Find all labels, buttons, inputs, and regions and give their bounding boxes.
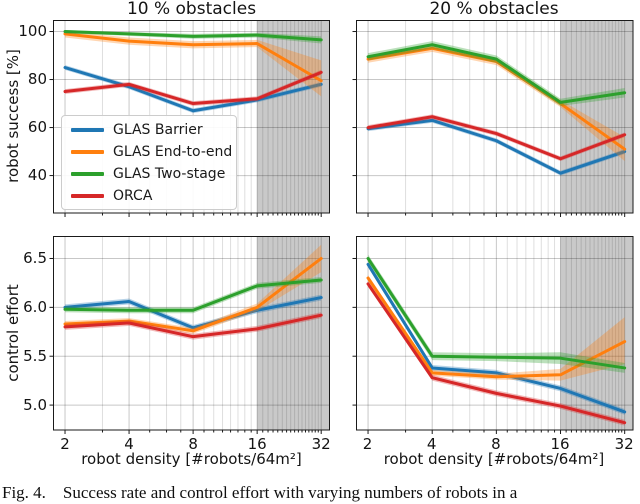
- confidence-band-glas-two-stage: [367, 40, 625, 106]
- series-line-glas-two-stage: [63, 29, 323, 41]
- x-tick-label: 2: [60, 434, 70, 453]
- x-tick-label: 4: [124, 434, 134, 453]
- x-tick-label: 8: [188, 434, 198, 453]
- plot-title-left: 10 % obstacles: [126, 0, 257, 19]
- series-line-orca: [366, 282, 626, 425]
- series-line-glas-end-to-end: [63, 31, 323, 82]
- legend-line-swatch: [71, 128, 104, 132]
- x-tick-label: 16: [550, 434, 570, 453]
- x-axis-label-left: robot density [#robots/64m²]: [81, 450, 302, 468]
- confidence-band-glas-end-to-end: [367, 275, 625, 381]
- high-density-shaded-region: [257, 236, 330, 431]
- y-tick-label: 100: [18, 22, 47, 41]
- subplot-success-10pct: [49, 19, 330, 217]
- series-line-glas-barrier: [366, 262, 626, 414]
- axes-spines: [53, 19, 330, 213]
- legend-item-glas-end-to-end: GLAS End-to-end: [62, 141, 236, 163]
- y-tick-label: 6.0: [23, 298, 47, 317]
- series-line-glas-two-stage: [366, 42, 626, 104]
- legend-line-swatch: [71, 150, 104, 154]
- x-tick-label: 2: [362, 434, 373, 453]
- legend-item-orca: ORCA: [62, 185, 236, 207]
- high-density-shaded-region: [560, 19, 633, 213]
- confidence-band-glas-end-to-end: [367, 44, 625, 161]
- series-line-glas-barrier: [63, 65, 323, 112]
- series-line-glas-end-to-end: [366, 276, 626, 379]
- legend-item-glas-barrier: GLAS Barrier: [62, 119, 236, 141]
- legend-label: GLAS End-to-end: [113, 144, 233, 160]
- axes-spines: [355, 19, 633, 213]
- x-axis-label-right: robot density [#robots/64m²]: [383, 450, 605, 468]
- series-line-glas-two-stage: [63, 278, 323, 312]
- subplot-effort-20pct: [352, 236, 633, 434]
- series-line-glas-end-to-end: [63, 256, 323, 333]
- y-tick-label: 5.5: [23, 347, 47, 366]
- x-tick-label: 4: [426, 434, 437, 453]
- y-axis-label-effort: control effort: [4, 284, 22, 382]
- series-line-glas-barrier: [63, 296, 323, 330]
- axes-spines: [53, 236, 330, 431]
- y-tick-label: 5.0: [23, 396, 47, 415]
- confidence-band-glas-barrier: [65, 294, 322, 331]
- axes-spines: [355, 236, 633, 431]
- x-tick-label: 8: [491, 434, 501, 453]
- subplot-success-20pct: [352, 19, 633, 217]
- plot-title-right: 20 % obstacles: [429, 0, 559, 19]
- series-line-orca: [63, 313, 323, 339]
- subplot-effort-10pct: [49, 236, 330, 434]
- series-line-orca: [63, 70, 323, 105]
- legend-line-swatch: [71, 172, 104, 176]
- x-tick-label: 32: [311, 434, 331, 453]
- series-line-glas-barrier: [366, 118, 626, 175]
- legend-label: GLAS Barrier: [113, 122, 203, 138]
- y-tick-label: 40: [27, 166, 47, 185]
- x-tick-label: 16: [247, 434, 267, 453]
- y-tick-label: 6.5: [23, 249, 47, 268]
- x-tick-label: 32: [614, 434, 634, 453]
- confidence-band-glas-two-stage: [367, 254, 625, 373]
- series-line-orca: [366, 114, 626, 160]
- confidence-band-orca: [65, 69, 322, 106]
- y-tick-label: 80: [27, 70, 47, 89]
- legend-label: ORCA: [113, 188, 153, 204]
- series-line-glas-end-to-end: [366, 46, 626, 151]
- series-line-glas-two-stage: [366, 256, 626, 370]
- y-tick-label: 60: [27, 118, 47, 137]
- y-axis-label-success: robot success [%]: [4, 49, 22, 183]
- high-density-shaded-region: [560, 236, 633, 431]
- legend-label: GLAS Two-stage: [113, 166, 226, 182]
- figure-caption: Fig. 4. Success rate and control effort …: [2, 483, 518, 502]
- legend-line-swatch: [71, 194, 104, 198]
- legend: GLAS Barrier GLAS End-to-end GLAS Two-stag…: [61, 115, 237, 210]
- legend-item-glas-two-stage: GLAS Two-stage: [62, 163, 236, 185]
